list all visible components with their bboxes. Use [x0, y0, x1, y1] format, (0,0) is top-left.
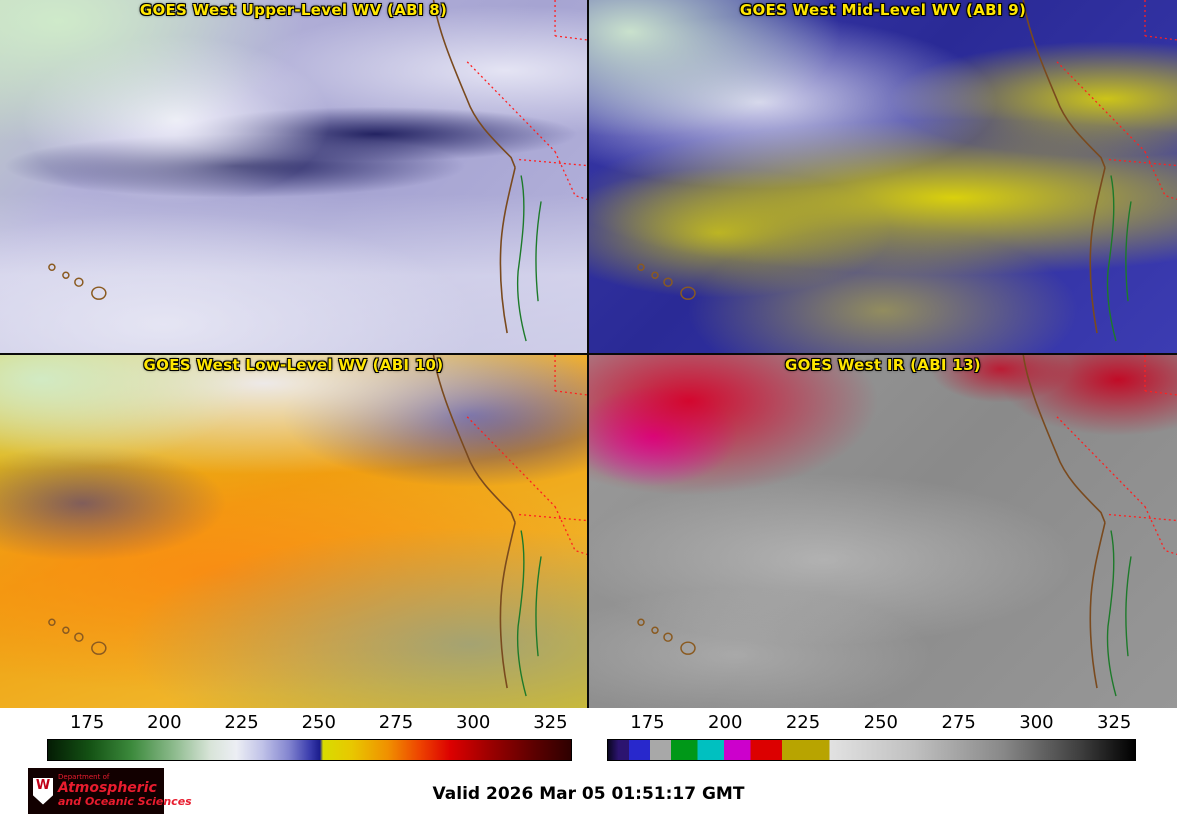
- colorbar-tick-label: 325: [533, 712, 568, 733]
- wv-colorbar-ticks: 175 200 225 250 275 300 325: [47, 708, 572, 739]
- colorbar-tick-label: 225: [224, 712, 259, 733]
- panel-mid-level-wv: GOES West Mid-Level WV (ABI 9): [589, 0, 1177, 353]
- colorbar-tick-label: 300: [455, 712, 491, 733]
- footer: W Department of Atmospheric and Oceanic …: [0, 766, 1177, 820]
- panel-title-ir: GOES West IR (ABI 13): [785, 356, 981, 374]
- logo-line1: Atmospheric: [58, 780, 157, 797]
- colorbar-tick-label: 200: [147, 712, 182, 733]
- colorbar-tick-label: 250: [301, 712, 336, 733]
- wv-colorbar: [47, 739, 572, 761]
- colorbar-section: 175 200 225 250 275 300 325 175 200 225 250 275 300…: [0, 708, 1177, 766]
- panel-ir: GOES West IR (ABI 13): [589, 355, 1177, 708]
- panel-title-low-wv: GOES West Low-Level WV (ABI 10): [143, 356, 444, 374]
- panel-title-upper-wv: GOES West Upper-Level WV (ABI 8): [139, 1, 448, 19]
- colorbar-tick-label: 175: [69, 712, 105, 733]
- ir-colorbar-inner: 175 200 225 250 275 300 325: [607, 708, 1136, 766]
- crest-letter: W: [35, 777, 51, 793]
- geo-overlay: [0, 0, 587, 353]
- colorbar-tick-label: 275: [378, 712, 414, 733]
- uw-crest-icon: W: [33, 777, 53, 805]
- colorbar-tick-label: 200: [708, 712, 743, 733]
- satellite-panel-grid: GOES West Upper-Level WV (ABI 8) GOES We…: [0, 0, 1177, 708]
- valid-time: Valid 2026 Mar 05 01:51:17 GMT: [432, 784, 745, 804]
- colorbar-tick-label: 175: [630, 712, 665, 733]
- ir-colorbar-group: 175 200 225 250 275 300 325: [588, 708, 1176, 766]
- panel-upper-level-wv: GOES West Upper-Level WV (ABI 8): [0, 0, 587, 353]
- panel-title-mid-wv: GOES West Mid-Level WV (ABI 9): [739, 1, 1027, 19]
- geo-overlay: [0, 355, 587, 708]
- colorbar-tick-label: 275: [941, 712, 976, 733]
- logo-text: Department of Atmospheric and Oceanic Sc…: [58, 772, 192, 809]
- colorbar-tick-label: 325: [1097, 712, 1132, 733]
- ir-colorbar-ticks: 175 200 225 250 275 300 325: [607, 708, 1136, 739]
- colorbar-tick-label: 250: [863, 712, 899, 733]
- geo-overlay: [589, 0, 1177, 353]
- logo-dept-line: Department of: [58, 772, 110, 781]
- geo-overlay: [589, 355, 1177, 708]
- colorbar-tick-label: 225: [785, 712, 821, 733]
- wv-colorbar-group: 175 200 225 250 275 300 325: [0, 708, 588, 766]
- wv-colorbar-inner: 175 200 225 250 275 300 325: [47, 708, 572, 766]
- panel-low-level-wv: GOES West Low-Level WV (ABI 10): [0, 355, 587, 708]
- uw-aos-logo: W Department of Atmospheric and Oceanic …: [28, 768, 192, 814]
- colorbar-tick-label: 300: [1019, 712, 1054, 733]
- logo-line2: and Oceanic Sciences: [58, 795, 192, 809]
- ir-colorbar: [607, 739, 1136, 761]
